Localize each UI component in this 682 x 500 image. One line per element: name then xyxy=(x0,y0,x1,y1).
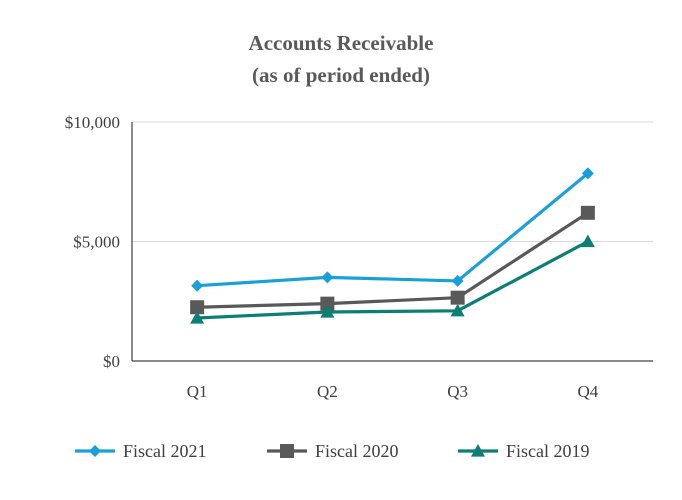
data-point xyxy=(580,234,595,248)
data-point xyxy=(321,271,334,284)
legend-label: Fiscal 2021 xyxy=(123,441,207,461)
series-fiscal-2021 xyxy=(191,167,594,292)
y-tick-label: $10,000 xyxy=(65,113,120,132)
legend-label: Fiscal 2019 xyxy=(506,441,590,461)
series-line xyxy=(197,211,589,309)
data-point xyxy=(190,310,205,324)
x-tick-label: Q3 xyxy=(447,382,468,401)
x-tick-label: Q2 xyxy=(317,382,338,401)
series-fiscal-2020 xyxy=(190,205,595,315)
chart-title: Accounts Receivable xyxy=(249,31,434,55)
data-point xyxy=(320,296,335,311)
x-tick-label: Q1 xyxy=(187,382,208,401)
data-point xyxy=(451,274,464,287)
y-tick-label: $5,000 xyxy=(73,233,120,252)
legend-marker xyxy=(471,444,485,457)
legend-item: Fiscal 2019 xyxy=(458,441,590,461)
data-point xyxy=(450,290,465,305)
data-point xyxy=(580,205,595,220)
chart-subtitle: (as of period ended) xyxy=(252,63,430,87)
data-point xyxy=(450,303,465,317)
series-fiscal-2019 xyxy=(190,234,595,324)
x-tick-label: Q4 xyxy=(577,382,598,401)
legend: Fiscal 2021 Fiscal 2020 Fiscal 2019 xyxy=(75,441,590,461)
series-line xyxy=(197,172,589,288)
series-layer xyxy=(190,167,595,324)
grid-lines xyxy=(132,121,653,242)
axes: $0 $5,000 $10,000 Q1 Q2 Q3 Q4 xyxy=(65,113,653,401)
data-point xyxy=(320,305,335,318)
legend-marker xyxy=(89,445,101,457)
data-point xyxy=(190,300,205,315)
legend-marker xyxy=(280,444,294,458)
legend-item: Fiscal 2021 xyxy=(75,441,207,461)
y-tick-label: $0 xyxy=(103,352,120,371)
legend-item: Fiscal 2020 xyxy=(267,441,399,461)
data-point xyxy=(581,167,594,180)
data-point xyxy=(191,279,204,292)
legend-label: Fiscal 2020 xyxy=(315,441,399,461)
series-line xyxy=(197,240,589,320)
